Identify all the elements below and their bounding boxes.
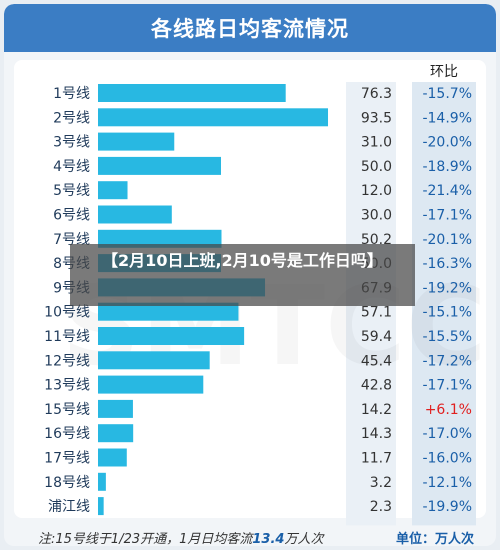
category-label: 11号线 bbox=[44, 329, 90, 345]
category-label: 12号线 bbox=[44, 353, 90, 369]
change-header: 环比 bbox=[430, 64, 458, 80]
bar bbox=[98, 84, 286, 102]
change-label: -12.1% bbox=[422, 475, 472, 491]
category-label: 15号线 bbox=[44, 402, 90, 418]
change-label: -17.1% bbox=[422, 378, 472, 394]
value-label: 3.2 bbox=[370, 475, 392, 491]
category-label: 3号线 bbox=[53, 135, 90, 151]
change-label: -17.0% bbox=[422, 426, 472, 442]
value-label: 50.2 bbox=[361, 232, 392, 248]
value-label: 31.0 bbox=[361, 135, 392, 151]
category-label: 7号线 bbox=[53, 232, 90, 248]
value-label: 93.5 bbox=[361, 110, 392, 126]
change-label: -16.0% bbox=[422, 451, 472, 467]
chart-header: 各线路日均客流情况 bbox=[4, 4, 496, 52]
value-label: 14.3 bbox=[361, 426, 392, 442]
change-column-bg bbox=[412, 82, 476, 526]
value-label: 11.7 bbox=[361, 451, 392, 467]
change-label: -16.3% bbox=[422, 256, 472, 272]
change-label: +6.1% bbox=[425, 402, 472, 418]
bar bbox=[98, 229, 222, 248]
bar bbox=[98, 424, 134, 443]
value-label: 12.0 bbox=[361, 183, 392, 199]
footer-note: 注:15号线于1/23开通，1月日均客流13.4万人次 bbox=[38, 528, 323, 546]
bar bbox=[98, 156, 221, 175]
bar bbox=[98, 399, 133, 418]
bar bbox=[98, 472, 106, 491]
bar bbox=[98, 327, 245, 345]
change-label: -15.1% bbox=[422, 305, 472, 321]
change-label: -21.4% bbox=[422, 183, 472, 199]
footer-note-prefix: 注:15号线于1/23开通，1月日均客流 bbox=[38, 532, 253, 546]
category-label: 6号线 bbox=[53, 208, 90, 224]
value-label: 50.0 bbox=[361, 159, 392, 175]
footer-note-suffix: 万人次 bbox=[284, 532, 324, 546]
value-label: 45.4 bbox=[361, 353, 392, 369]
value-label: 59.4 bbox=[361, 329, 392, 345]
category-label: 10号线 bbox=[44, 305, 90, 321]
value-label: 14.2 bbox=[361, 402, 392, 418]
category-label: 2号线 bbox=[53, 110, 90, 126]
chart-title: 各线路日均客流情况 bbox=[151, 17, 349, 41]
overlay-headline: 【2月10日上班,2月10号是工作日吗】 bbox=[70, 244, 415, 306]
change-label: -19.9% bbox=[422, 499, 472, 515]
bar bbox=[98, 302, 239, 321]
unit-label: 单位：万人次 bbox=[396, 532, 475, 546]
value-label: 76.3 bbox=[361, 86, 392, 102]
change-label: -20.0% bbox=[422, 135, 472, 151]
category-label: 16号线 bbox=[44, 426, 90, 442]
category-label: 13号线 bbox=[44, 378, 90, 394]
bar bbox=[98, 132, 175, 151]
bar bbox=[98, 108, 329, 127]
bar bbox=[98, 375, 204, 394]
change-label: -18.9% bbox=[422, 159, 472, 175]
bar bbox=[98, 497, 104, 516]
change-label: -14.9% bbox=[422, 110, 472, 126]
value-label: 2.3 bbox=[370, 499, 392, 515]
category-label: 5号线 bbox=[53, 183, 90, 199]
bar bbox=[98, 351, 210, 370]
value-label: 42.8 bbox=[361, 378, 392, 394]
bar bbox=[98, 181, 128, 200]
footer-note-value: 13.4 bbox=[252, 532, 285, 546]
category-label: 17号线 bbox=[44, 451, 90, 467]
category-label: 1号线 bbox=[53, 86, 90, 102]
category-label: 4号线 bbox=[53, 159, 90, 175]
change-label: -20.1% bbox=[422, 232, 472, 248]
bar bbox=[98, 448, 127, 467]
value-label: 30.0 bbox=[361, 208, 392, 224]
bar bbox=[98, 205, 172, 224]
category-label: 18号线 bbox=[44, 475, 90, 491]
category-label: 浦江线 bbox=[48, 499, 90, 515]
change-label: -19.2% bbox=[422, 280, 472, 296]
change-label: -15.7% bbox=[422, 86, 472, 102]
value-label: 57.1 bbox=[361, 305, 392, 321]
change-label: -15.5% bbox=[422, 329, 472, 345]
change-label: -17.1% bbox=[422, 208, 472, 224]
change-label: -17.2% bbox=[422, 353, 472, 369]
